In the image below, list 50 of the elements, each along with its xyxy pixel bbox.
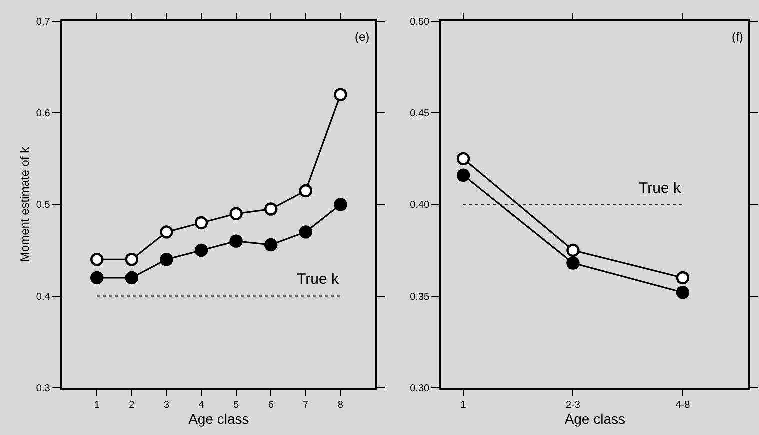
- point: [230, 234, 243, 248]
- annotation: (e): [355, 30, 370, 44]
- y-tick-label: 0.5: [36, 200, 51, 212]
- point: [676, 286, 690, 300]
- y-tick-label: 0.40: [410, 200, 430, 212]
- y-tick-label: 0.50: [410, 17, 430, 28]
- point: [125, 253, 139, 266]
- point: [299, 184, 313, 198]
- x-tick-label: 4: [198, 400, 205, 411]
- x-tick-label: 7: [303, 400, 310, 411]
- point: [230, 207, 243, 220]
- ref-line-label: True k: [297, 271, 340, 288]
- point: [194, 216, 208, 230]
- x-tick-label: 5: [234, 400, 240, 411]
- y-tick-label: 0.45: [410, 108, 430, 120]
- x-tick-label: 1: [94, 400, 100, 411]
- point: [160, 253, 174, 266]
- x-axis-title: Age class: [188, 410, 250, 427]
- x-axis-title: Age class: [564, 410, 626, 427]
- x-tick-label: 1: [460, 400, 467, 411]
- point: [160, 226, 174, 239]
- y-tick-label: 0.35: [410, 292, 430, 303]
- x-tick-label: 8: [338, 400, 344, 411]
- point: [90, 253, 104, 266]
- point: [125, 271, 139, 285]
- point: [456, 168, 470, 182]
- x-tick-label: 4-8: [676, 400, 691, 411]
- x-tick-label: 3: [164, 400, 170, 411]
- x-tick-label: 6: [268, 400, 274, 411]
- y-tick-label: 0.3: [36, 383, 51, 394]
- y-tick-label: 0.6: [36, 108, 51, 120]
- point: [264, 202, 278, 216]
- point: [299, 226, 313, 239]
- y-tick-label: 0.4: [36, 292, 51, 303]
- point: [676, 271, 690, 285]
- y-tick-label: 0.7: [36, 17, 51, 28]
- annotation: (f): [732, 30, 744, 44]
- point: [456, 152, 470, 166]
- point: [194, 244, 208, 258]
- y-tick-label: 0.30: [410, 383, 430, 394]
- x-tick-label: 2: [129, 400, 136, 411]
- point: [90, 271, 104, 285]
- point: [566, 256, 580, 270]
- y-axis-title: Moment estimate of k: [18, 146, 32, 262]
- point: [334, 198, 348, 212]
- point: [334, 88, 348, 102]
- x-tick-label: 2-3: [566, 400, 581, 411]
- point: [566, 244, 580, 258]
- ref-line-label: True k: [639, 180, 682, 197]
- point: [264, 238, 278, 252]
